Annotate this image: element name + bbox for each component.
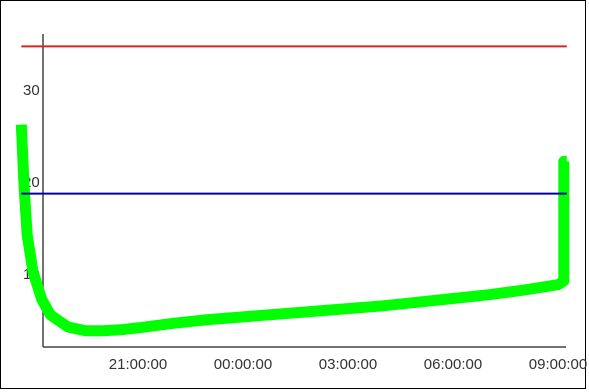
series-line-1 — [15, 124, 570, 337]
x-tick-label-060000: 06:00:00 — [424, 356, 482, 373]
x-tick-labels: 21:00:00 00:00:00 03:00:00 06:00:00 09:00:00 — [109, 356, 587, 373]
series-layer — [15, 45, 570, 337]
x-tick-label-030000: 03:00:00 — [319, 356, 377, 373]
x-tick-label-000000: 00:00:00 — [214, 356, 272, 373]
y-tick-label-30: 30 — [23, 82, 40, 99]
x-tick-label-090000: 09:00:00 — [529, 356, 587, 373]
x-tick-label-210000: 21:00:00 — [109, 356, 167, 373]
